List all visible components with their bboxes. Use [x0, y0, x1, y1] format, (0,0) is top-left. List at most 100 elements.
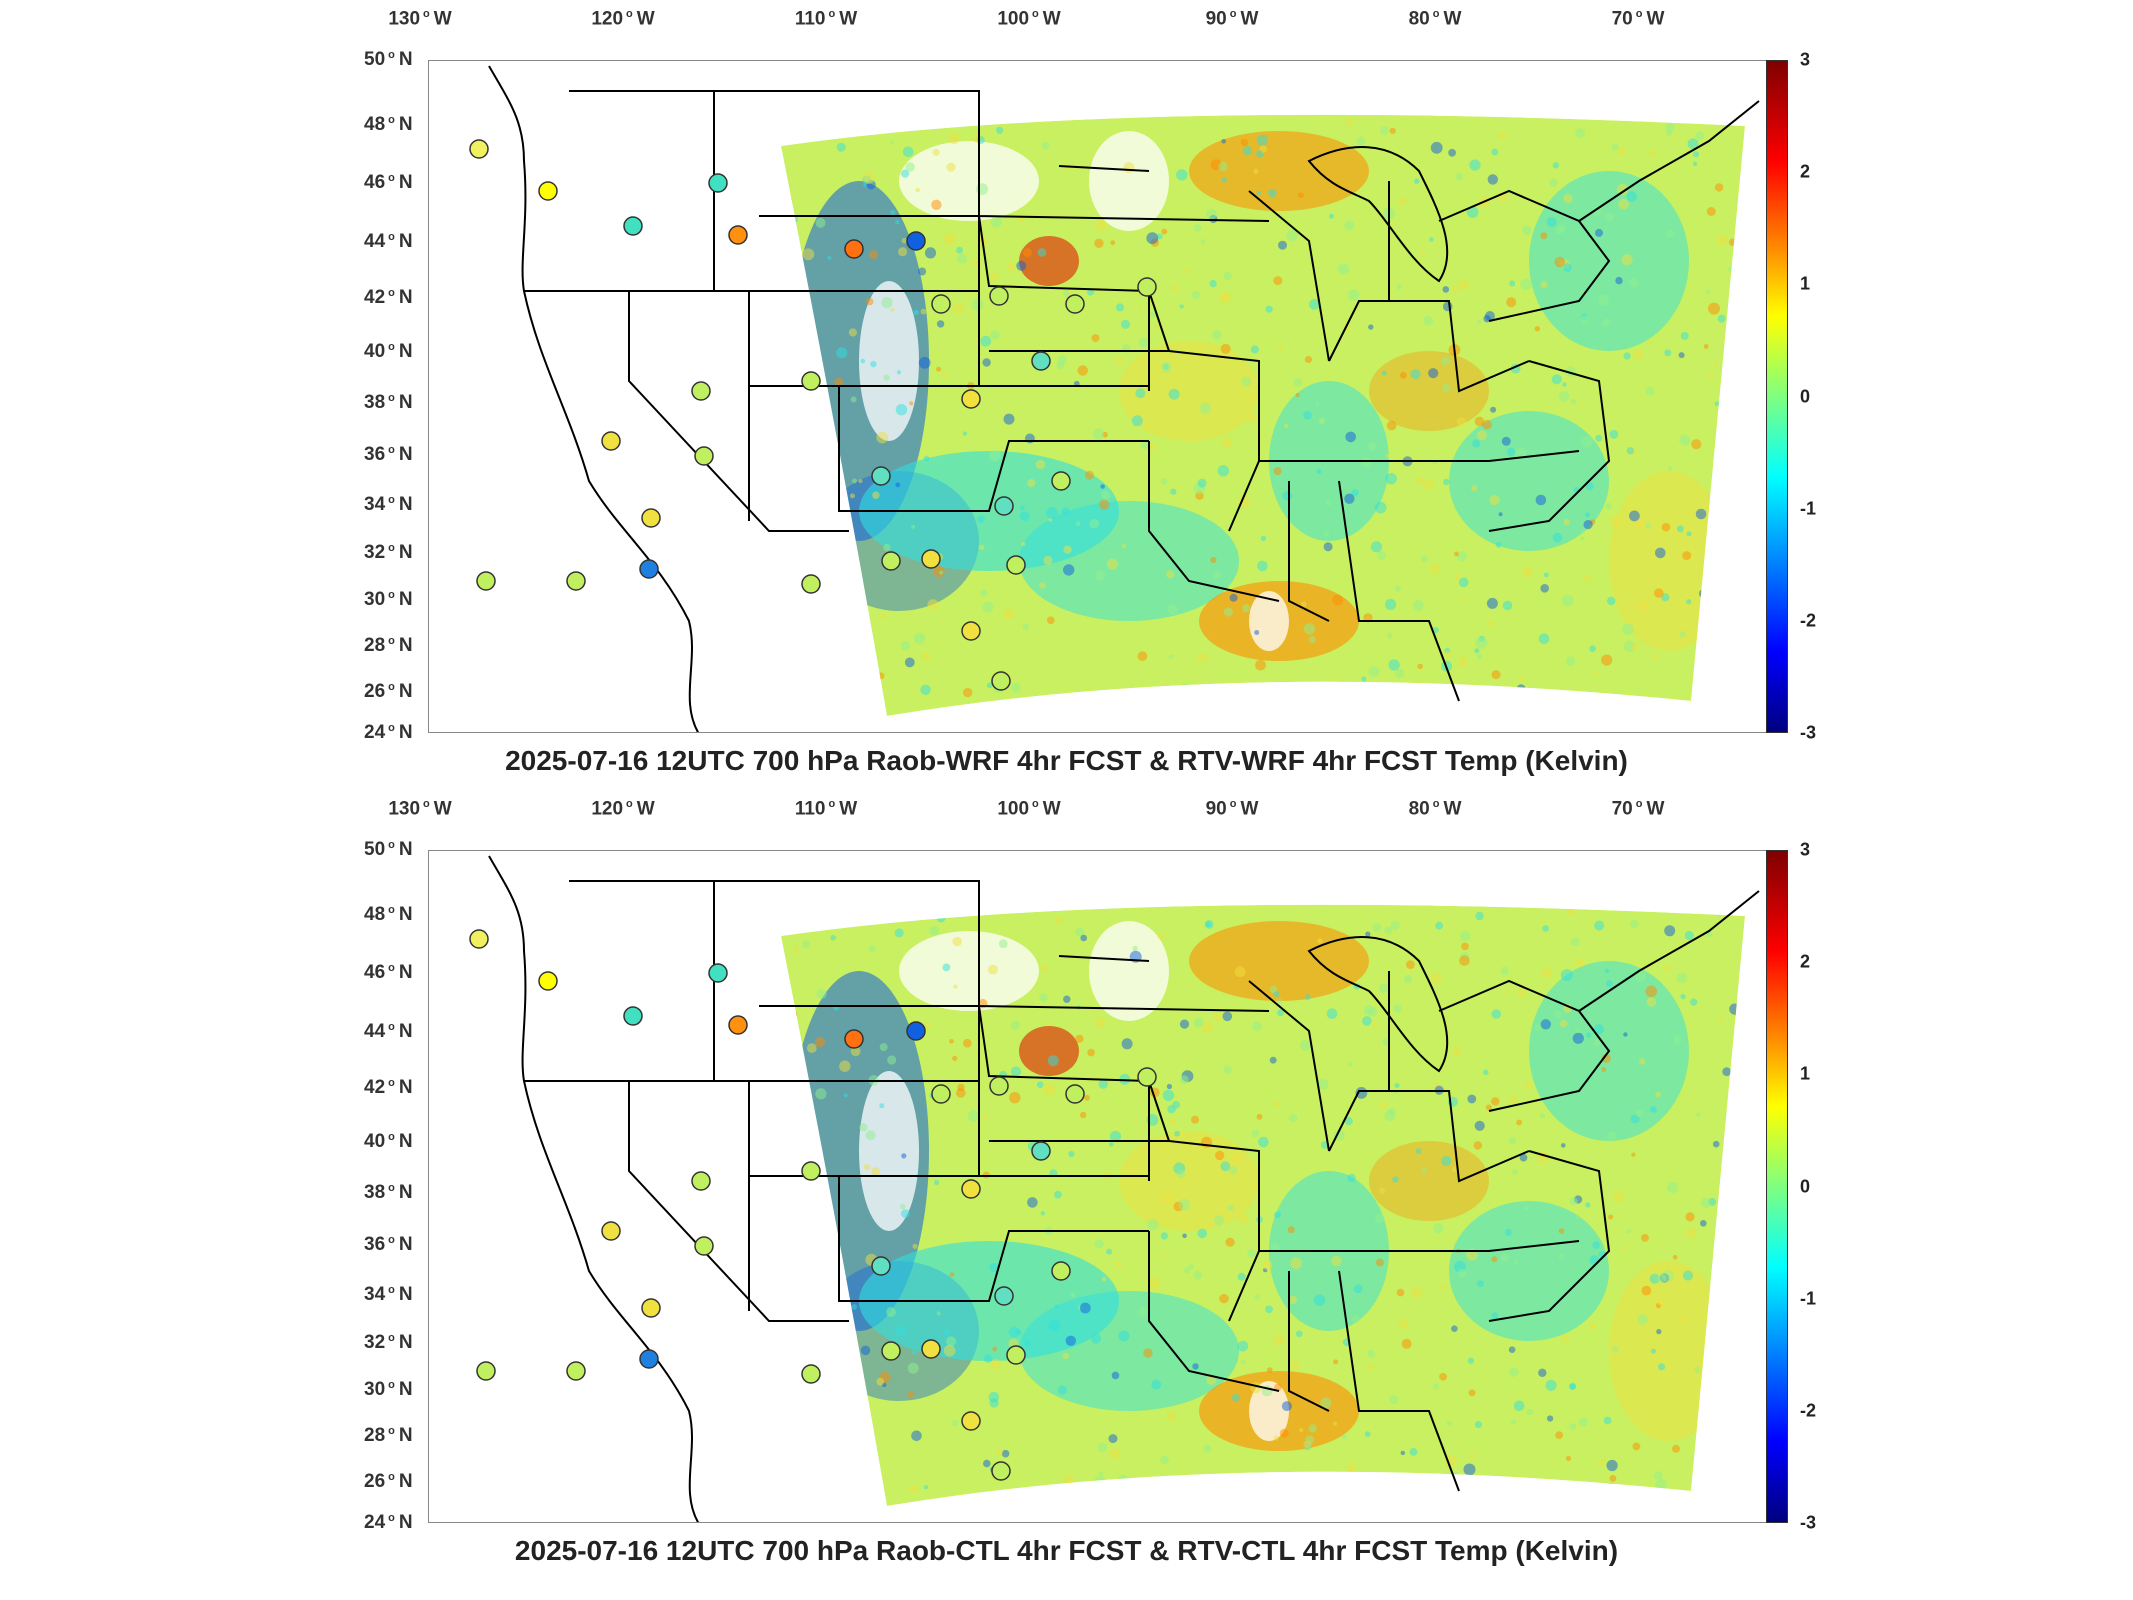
boundary-line [1168, 1140, 1260, 1322]
field-speckle [1456, 551, 1468, 562]
field-speckle [797, 602, 808, 613]
field-speckle [1254, 630, 1260, 635]
field-speckle [1632, 349, 1644, 360]
field-speckle [1609, 429, 1619, 439]
top-map-panel: 130 o W 120 o W 110 o W 100 o W 90 o W 80 o W 70 o W 50 o N 48 o… [364, 8, 1817, 776]
field-speckle [1459, 955, 1470, 966]
field-speckle [1021, 542, 1026, 547]
boundary-line [714, 880, 1270, 1012]
field-speckle [830, 934, 836, 941]
field-speckle [1179, 683, 1192, 696]
field-speckle [1333, 1359, 1339, 1365]
field-speckle [1716, 234, 1728, 246]
field-speckle [1364, 1431, 1371, 1437]
field-speckle [1583, 574, 1591, 583]
field-speckle [793, 1161, 799, 1166]
field-speckle [1708, 374, 1715, 380]
field-speckle [1593, 670, 1599, 675]
great-lakes-outline [1307, 146, 1449, 283]
field-speckle [866, 297, 874, 306]
field-speckle [1323, 530, 1330, 537]
lon-value: 110 [794, 8, 826, 30]
raob-station-marker [639, 1349, 659, 1369]
field-speckle [1098, 1079, 1108, 1089]
field-speckle [1193, 1017, 1204, 1028]
field-speckle [1362, 1016, 1372, 1026]
field-speckle [1712, 1140, 1720, 1148]
field-speckle [886, 1307, 896, 1317]
field-speckle [1010, 1020, 1020, 1030]
field-speckle [1410, 369, 1421, 380]
field-speckle [1484, 311, 1495, 321]
lat-value: 46 [364, 962, 386, 984]
field-speckle [1498, 132, 1507, 141]
field-speckle [1419, 249, 1425, 255]
field-speckle [1502, 600, 1513, 611]
field-speckle [1412, 599, 1424, 611]
field-speckle [1569, 1383, 1576, 1390]
field-speckle [1612, 1346, 1619, 1353]
field-speckle [1631, 642, 1640, 651]
field-speckle [967, 1110, 980, 1122]
field-speckle [1603, 1416, 1612, 1425]
lat-dir: N [398, 839, 413, 861]
field-speckle [1708, 302, 1720, 315]
field-speckle [913, 632, 926, 645]
field-speckle [1099, 1471, 1104, 1476]
field-speckle [1256, 1113, 1263, 1120]
field-speckle [1168, 388, 1180, 400]
field-speckle [1101, 490, 1111, 500]
field-speckle [839, 1060, 851, 1072]
field-speckle [1394, 1083, 1400, 1088]
lat-dir: N [398, 49, 413, 71]
lat-value: 50 [364, 839, 386, 861]
field-speckle [1550, 690, 1563, 702]
boundary-line [1488, 1150, 1611, 1322]
field-speckle [1695, 131, 1705, 141]
lon-value: 90 [1205, 8, 1227, 30]
field-speckle [1558, 1253, 1564, 1260]
field-speckle [1063, 290, 1070, 297]
field-speckle [1396, 284, 1403, 290]
boundary-line [1288, 481, 1330, 622]
field-speckle [1696, 1112, 1701, 1117]
field-speckle [851, 1304, 858, 1310]
field-speckle [1534, 326, 1541, 332]
field-speckle [1068, 1150, 1075, 1158]
field-speckle [1396, 1288, 1405, 1297]
field-speckle [789, 686, 799, 696]
model-domain-field [781, 114, 1745, 716]
field-speckle [1442, 286, 1450, 293]
field-speckle [988, 1391, 1000, 1403]
field-speckle [1458, 663, 1464, 669]
field-speckle [1048, 1319, 1061, 1332]
field-speckle [953, 302, 965, 314]
field-speckle [897, 370, 901, 375]
field-anomaly [1119, 341, 1259, 441]
colorbar-tick: -1 [1800, 498, 1817, 519]
field-speckle [1240, 138, 1249, 147]
raob-stations [469, 139, 1157, 691]
field-speckle [1672, 1444, 1680, 1453]
boundary-line [838, 1176, 1149, 1302]
field-speckle [1654, 588, 1664, 598]
field-speckle [1217, 465, 1229, 477]
longitude-label: 90 o W [1205, 798, 1259, 820]
colorbar-tick: -3 [1800, 1512, 1817, 1533]
field-speckle [1167, 604, 1179, 615]
field-speckle [1231, 1393, 1240, 1403]
field-speckle [1347, 289, 1360, 301]
boundary-line [1148, 441, 1280, 602]
field-speckle [1526, 1408, 1534, 1416]
raob-station-marker [881, 551, 901, 571]
raob-station-marker [931, 1084, 951, 1104]
field-speckle [788, 196, 793, 201]
lat-value: 38 [364, 392, 386, 414]
colorbar-tick: -1 [1800, 1288, 1817, 1309]
field-speckle [795, 1308, 803, 1315]
field-speckle [976, 183, 988, 195]
raob-station-marker [961, 389, 981, 409]
latitude-label: 34 o N [364, 1283, 413, 1306]
field-speckle [1685, 1212, 1695, 1222]
field-speckle [1326, 1008, 1338, 1019]
